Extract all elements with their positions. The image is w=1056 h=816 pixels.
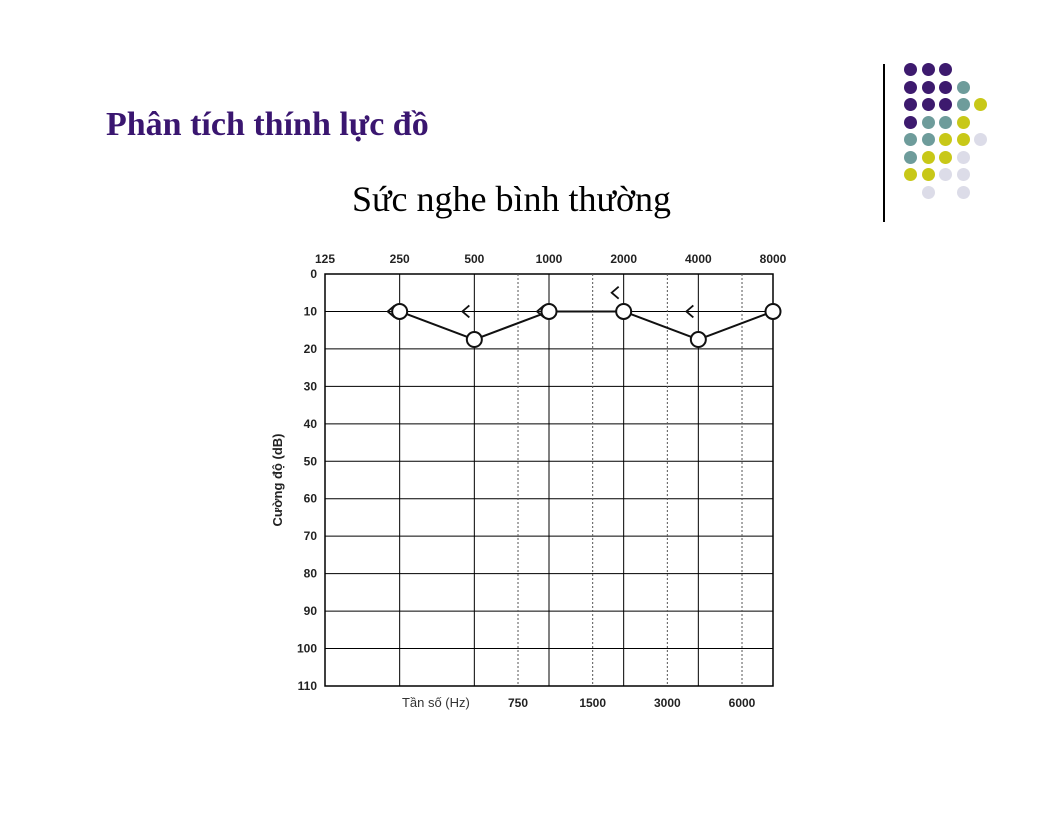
y-tick-label: 0 — [310, 267, 317, 281]
decor-dot — [974, 98, 987, 111]
decor-dot — [956, 168, 970, 181]
data-point-circle — [391, 302, 409, 320]
x-tick-label-top: 1000 — [536, 252, 563, 266]
audiogram-svg: 0 10 20 30 40 50 60 70 80 90 100 110 125 250 500 1000 20… — [270, 252, 787, 710]
decor-dot — [921, 133, 935, 146]
decor-dot — [939, 115, 952, 129]
data-point-circle — [764, 302, 782, 320]
decor-dot — [956, 115, 970, 129]
y-tick-label: 20 — [304, 342, 318, 356]
x-tick-label-bottom: 3000 — [654, 696, 681, 710]
decor-dot — [939, 98, 952, 111]
y-tick-label: 70 — [304, 529, 318, 543]
decor-dot — [904, 63, 917, 76]
y-tick-label: 60 — [304, 492, 318, 506]
decor-dot — [939, 63, 952, 76]
decor-dot — [904, 80, 917, 94]
decor-dot — [956, 150, 970, 164]
decor-dot — [904, 115, 917, 129]
decor-dot — [904, 150, 917, 164]
decor-dot — [956, 133, 970, 146]
decor-dot — [921, 185, 935, 199]
decor-dot — [939, 133, 952, 146]
data-point-bracket — [684, 304, 694, 319]
y-tick-label: 90 — [304, 604, 318, 618]
decor-dot — [956, 185, 970, 199]
x-tick-label-top: 125 — [315, 252, 335, 266]
decor-dot — [939, 168, 952, 181]
audiogram-chart: 0 10 20 30 40 50 60 70 80 90 100 110 125 250 500 1000 20… — [260, 245, 800, 720]
axis-labels: 0 10 20 30 40 50 60 70 80 90 100 110 125 250 500 1000 20… — [297, 252, 787, 710]
decor-dot — [956, 80, 970, 94]
y-tick-label: 110 — [298, 679, 318, 693]
decor-dot — [956, 98, 970, 111]
decor-dot — [921, 168, 935, 181]
decor-dot — [939, 150, 952, 164]
x-tick-label-top: 250 — [390, 252, 410, 266]
y-tick-label: 50 — [304, 454, 318, 468]
y-tick-label: 30 — [304, 379, 318, 393]
decor-dot — [921, 98, 935, 111]
data-point-bracket — [535, 304, 545, 319]
data-point-bracket — [460, 304, 470, 319]
series-layer — [386, 286, 782, 349]
decor-dot — [904, 133, 917, 146]
decor-dot — [904, 168, 917, 181]
x-tick-label-top: 8000 — [760, 252, 787, 266]
decor-dot — [904, 98, 917, 111]
x-tick-label-bottom: 750 — [508, 696, 528, 710]
data-point-bracket — [386, 304, 396, 319]
x-tick-label-top: 4000 — [685, 252, 712, 266]
y-tick-label: 40 — [304, 417, 318, 431]
slide-subtitle: Sức nghe bình thường — [352, 179, 672, 219]
decor-dot — [921, 115, 935, 129]
data-point-bracket — [610, 286, 620, 300]
data-point-circle — [615, 302, 633, 320]
decor-dot — [974, 133, 987, 146]
decor-dot — [921, 80, 935, 94]
y-tick-label: 10 — [304, 304, 318, 318]
y-tick-label: 100 — [297, 642, 317, 656]
x-tick-label-top: 2000 — [610, 252, 637, 266]
slide-title: Phân tích thính lực đồ — [106, 106, 429, 143]
x-tick-label-bottom: 6000 — [729, 696, 756, 710]
decor-dot — [939, 80, 952, 94]
decor-divider — [883, 64, 885, 222]
y-tick-label: 80 — [304, 567, 318, 581]
decor-dot — [921, 150, 935, 164]
data-point-circle — [540, 302, 558, 320]
data-point-circle — [689, 331, 707, 349]
x-tick-label-bottom: 1500 — [579, 696, 606, 710]
data-point-circle — [465, 331, 483, 349]
decor-dot — [921, 63, 935, 76]
x-tick-label-top: 500 — [464, 252, 484, 266]
y-axis-label: Cường độ (dB) — [270, 433, 285, 526]
x-axis-label: Tần số (Hz) — [402, 695, 470, 710]
series-line — [399, 310, 774, 341]
